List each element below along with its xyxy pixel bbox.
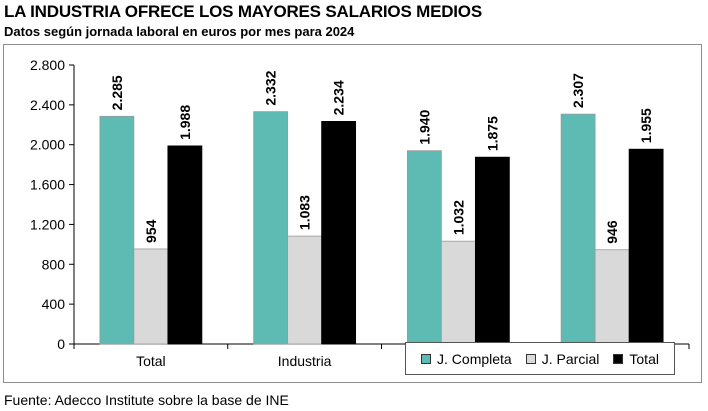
data-label-j-parcial-construc: 1.032 bbox=[450, 200, 466, 235]
y-tick-label: 2.000 bbox=[30, 137, 65, 153]
data-label-j-completa-total: 2.285 bbox=[109, 75, 125, 110]
chart-frame: 0 400 800 1.200 1.600 2.000 2.400 2.800 Total 2.2… bbox=[3, 44, 702, 383]
data-label-j-parcial-servicios: 946 bbox=[604, 220, 620, 244]
legend-label-total: Total bbox=[629, 350, 659, 367]
bar-total-servicios bbox=[628, 148, 664, 345]
legend-swatch-total bbox=[613, 353, 624, 364]
bar-j-completa-industria bbox=[253, 111, 289, 345]
bar-j-completa-servicios bbox=[560, 113, 596, 345]
y-tick-label: 400 bbox=[42, 296, 66, 312]
data-label-total-industria: 2.234 bbox=[331, 80, 347, 115]
bar-chart: 0 400 800 1.200 1.600 2.000 2.400 2.800 Total 2.2… bbox=[30, 57, 690, 369]
legend-swatch-j-completa bbox=[421, 353, 432, 364]
bar-j-parcial-total bbox=[133, 248, 169, 345]
data-label-j-completa-industria: 2.332 bbox=[263, 70, 279, 105]
x-tick-label-industria: Industria bbox=[278, 353, 332, 369]
legend-entry-j-parcial: J. Parcial bbox=[525, 350, 600, 367]
data-label-total-total: 1.988 bbox=[177, 105, 193, 140]
legend-swatch-j-parcial bbox=[525, 353, 536, 364]
legend-label-j-parcial: J. Parcial bbox=[541, 350, 600, 367]
y-tick-label: 1.600 bbox=[30, 177, 65, 193]
bar-total-industria bbox=[321, 120, 357, 345]
data-label-j-completa-servicios: 2.307 bbox=[570, 73, 586, 108]
chart-legend: J. Completa J. Parcial Total bbox=[405, 342, 675, 375]
y-tick-label: 1.200 bbox=[30, 216, 65, 232]
chart-subtitle: Datos según jornada laboral en euros por… bbox=[4, 24, 355, 39]
bar-total-total bbox=[167, 145, 203, 345]
bar-j-completa-construc bbox=[406, 150, 442, 345]
y-tick-label: 0 bbox=[57, 336, 65, 352]
bar-j-parcial-industria bbox=[287, 235, 323, 345]
chart-title: LA INDUSTRIA OFRECE LOS MAYORES SALARIOS… bbox=[4, 2, 482, 21]
y-tick-label: 800 bbox=[42, 256, 66, 272]
data-label-total-construc: 1.875 bbox=[484, 116, 500, 151]
data-label-j-parcial-industria: 1.083 bbox=[297, 195, 313, 230]
bar-j-completa-total bbox=[99, 115, 135, 345]
data-label-j-parcial-total: 954 bbox=[143, 219, 159, 243]
data-label-j-completa-construc: 1.940 bbox=[416, 109, 432, 144]
source-note: Fuente: Adecco Institute sobre la base d… bbox=[4, 392, 289, 408]
y-tick-label: 2.400 bbox=[30, 97, 65, 113]
legend-entry-j-completa: J. Completa bbox=[421, 351, 512, 367]
legend-label-j-completa: J. Completa bbox=[437, 350, 512, 367]
bar-j-parcial-servicios bbox=[594, 249, 630, 345]
y-tick-label: 2.800 bbox=[30, 57, 65, 73]
bar-j-parcial-construc bbox=[440, 240, 476, 345]
data-label-total-servicios: 1.955 bbox=[638, 108, 654, 143]
bar-total-construc bbox=[474, 156, 510, 345]
x-tick-label-total: Total bbox=[136, 353, 166, 369]
legend-entry-total: Total bbox=[613, 351, 659, 367]
